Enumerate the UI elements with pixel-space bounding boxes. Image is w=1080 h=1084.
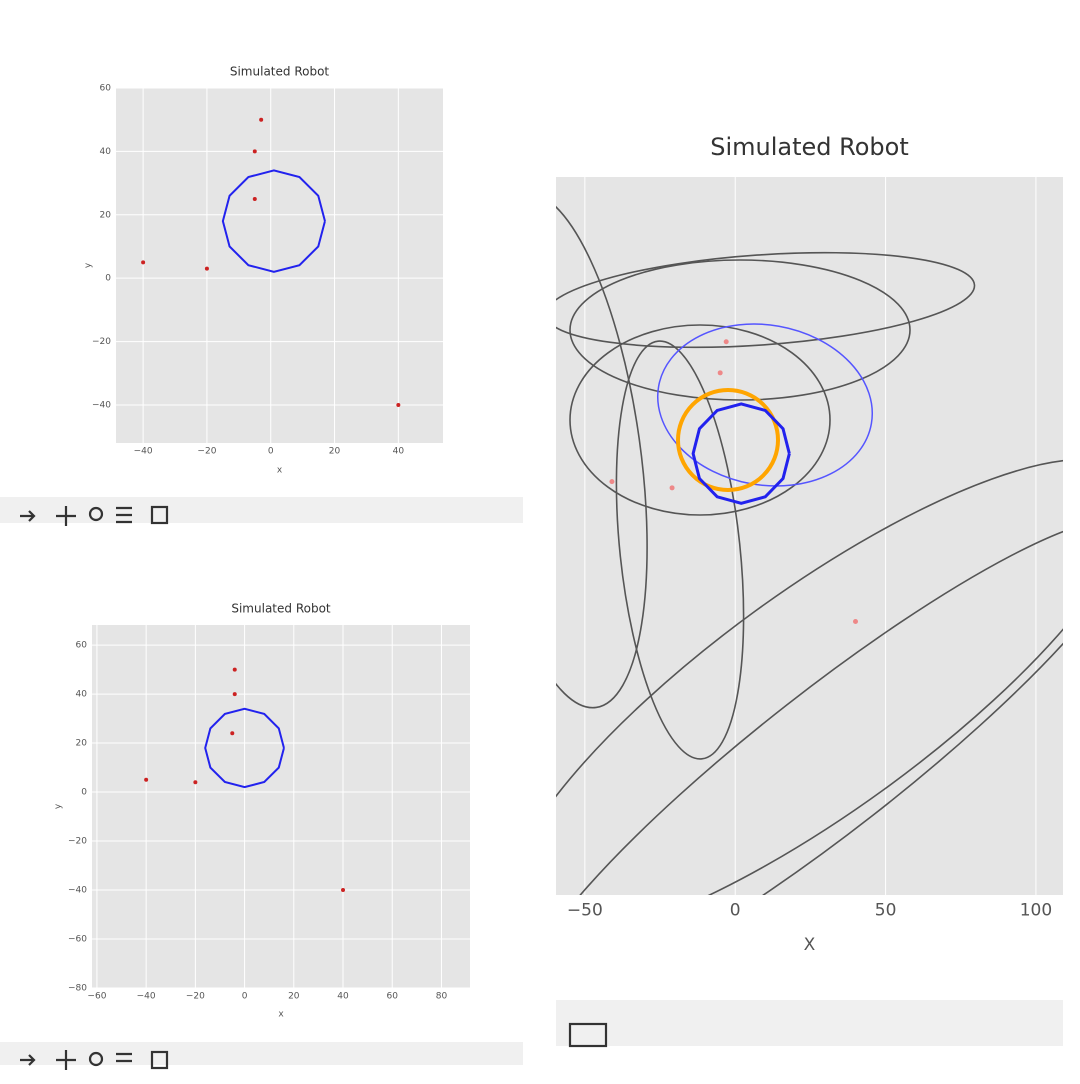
- landmark: [252, 196, 257, 201]
- landmark: [723, 339, 729, 345]
- covariance-ellipses: [556, 191, 1063, 895]
- x-tick-label: 100: [1020, 900, 1052, 920]
- toolbar: [556, 1000, 1063, 1046]
- plot-area: [116, 88, 443, 443]
- landmark: [230, 731, 235, 736]
- estimate-circle: [676, 388, 780, 492]
- ellipse: [615, 340, 745, 760]
- y-tick-label: 40: [100, 147, 112, 157]
- x-tick-label: −60: [87, 992, 106, 1002]
- y-tick-label: 0: [105, 274, 111, 284]
- trajectory: [221, 169, 326, 273]
- y-tick-label: −40: [92, 400, 111, 410]
- y-axis-label: y: [54, 803, 64, 809]
- x-tick-label: 0: [730, 900, 741, 920]
- y-tick-label: 0: [81, 788, 87, 798]
- ellipse: [556, 518, 1063, 895]
- landmark: [252, 149, 257, 154]
- landmark: [717, 370, 723, 376]
- landmark: [669, 485, 675, 491]
- x-tick-label: −40: [137, 992, 156, 1002]
- x-tick-label: 20: [329, 447, 341, 457]
- x-tick-label: −40: [134, 447, 153, 457]
- chart-title: Simulated Robot: [230, 65, 330, 79]
- landmark: [853, 618, 859, 624]
- landmark: [193, 780, 198, 785]
- trajectory: [204, 707, 285, 789]
- ellipse: [569, 324, 831, 516]
- x-tick-label: −20: [197, 447, 216, 457]
- plot-area: [556, 177, 1063, 895]
- x-tick-label: 40: [337, 992, 349, 1002]
- ellipse: [569, 259, 911, 401]
- x-tick-label: 40: [393, 447, 405, 457]
- y-tick-label: 20: [76, 739, 88, 749]
- y-axis-label: y: [84, 262, 94, 268]
- x-tick-label: −50: [567, 900, 603, 920]
- x-tick-label: 0: [268, 447, 274, 457]
- y-tick-label: 40: [76, 690, 88, 700]
- chart-title: Simulated Robot: [710, 133, 909, 161]
- save-icon[interactable]: [568, 1022, 608, 1048]
- plot-area: [92, 625, 470, 988]
- toolbar: [0, 1042, 523, 1065]
- y-tick-label: 20: [100, 210, 112, 220]
- toolbar: [0, 497, 523, 523]
- y-tick-label: −80: [68, 984, 87, 994]
- y-tick-label: −60: [68, 935, 87, 945]
- ellipse: [556, 251, 976, 349]
- landmark: [341, 888, 346, 893]
- x-axis-label: x: [278, 1010, 284, 1020]
- trajectory: [691, 402, 791, 505]
- landmark: [204, 266, 209, 271]
- x-tick-label: 50: [875, 900, 897, 920]
- landmark: [259, 117, 264, 122]
- landmark: [609, 479, 615, 485]
- toolbar-icons[interactable]: [20, 1050, 169, 1070]
- x-tick-label: 0: [242, 992, 248, 1002]
- x-tick-label: −20: [186, 992, 205, 1002]
- x-axis-label: x: [277, 466, 283, 476]
- landmark: [141, 260, 146, 265]
- x-axis-label: X: [804, 935, 816, 955]
- ellipse: [556, 458, 1063, 895]
- y-tick-label: 60: [76, 641, 88, 651]
- y-tick-label: −40: [68, 886, 87, 896]
- y-tick-label: −20: [92, 337, 111, 347]
- ellipse: [556, 191, 648, 709]
- x-tick-label: 80: [436, 992, 448, 1002]
- chart-title: Simulated Robot: [231, 602, 331, 616]
- x-tick-label: 60: [387, 992, 399, 1002]
- landmark: [232, 692, 237, 697]
- toolbar-icons[interactable]: [20, 505, 169, 526]
- x-tick-label: 20: [288, 992, 300, 1002]
- y-tick-label: −20: [68, 837, 87, 847]
- landmark: [396, 402, 401, 407]
- landmark: [232, 667, 237, 672]
- landmark: [144, 777, 149, 782]
- y-tick-label: 60: [100, 84, 112, 94]
